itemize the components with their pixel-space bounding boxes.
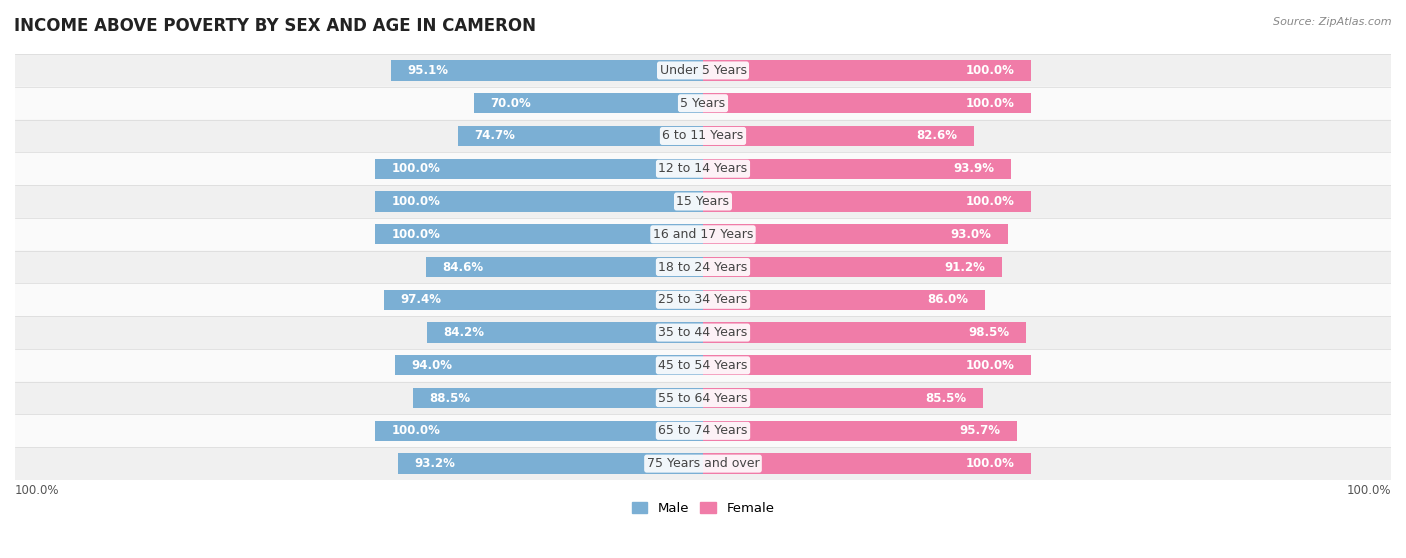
- Text: 100.0%: 100.0%: [15, 484, 59, 497]
- Bar: [474, 93, 703, 113]
- FancyBboxPatch shape: [15, 316, 1391, 349]
- Bar: [703, 224, 1008, 244]
- Bar: [703, 93, 1031, 113]
- Text: 100.0%: 100.0%: [966, 97, 1014, 110]
- Text: 18 to 24 Years: 18 to 24 Years: [658, 261, 748, 273]
- Text: 100.0%: 100.0%: [966, 457, 1014, 470]
- Bar: [413, 388, 703, 408]
- Bar: [703, 454, 1031, 474]
- Text: 93.0%: 93.0%: [950, 228, 991, 240]
- Bar: [427, 323, 703, 343]
- Bar: [375, 421, 703, 441]
- Text: 100.0%: 100.0%: [966, 64, 1014, 77]
- FancyBboxPatch shape: [15, 152, 1391, 185]
- Bar: [703, 158, 1011, 179]
- Text: 91.2%: 91.2%: [945, 261, 986, 273]
- Text: 85.5%: 85.5%: [925, 392, 967, 405]
- Text: INCOME ABOVE POVERTY BY SEX AND AGE IN CAMERON: INCOME ABOVE POVERTY BY SEX AND AGE IN C…: [14, 17, 536, 35]
- Text: 65 to 74 Years: 65 to 74 Years: [658, 425, 748, 437]
- Legend: Male, Female: Male, Female: [626, 497, 780, 520]
- FancyBboxPatch shape: [15, 54, 1391, 87]
- Text: 35 to 44 Years: 35 to 44 Years: [658, 326, 748, 339]
- Bar: [703, 191, 1031, 211]
- FancyBboxPatch shape: [15, 251, 1391, 283]
- Bar: [391, 60, 703, 80]
- Text: 55 to 64 Years: 55 to 64 Years: [658, 392, 748, 405]
- Text: 100.0%: 100.0%: [392, 195, 440, 208]
- Text: 84.6%: 84.6%: [443, 261, 484, 273]
- Text: 88.5%: 88.5%: [429, 392, 471, 405]
- Text: Source: ZipAtlas.com: Source: ZipAtlas.com: [1274, 17, 1392, 27]
- Bar: [458, 126, 703, 146]
- Text: 94.0%: 94.0%: [412, 359, 453, 372]
- Text: 100.0%: 100.0%: [392, 425, 440, 437]
- Text: 95.7%: 95.7%: [959, 425, 1000, 437]
- Text: 70.0%: 70.0%: [491, 97, 531, 110]
- Text: 25 to 34 Years: 25 to 34 Years: [658, 294, 748, 306]
- Text: 15 Years: 15 Years: [676, 195, 730, 208]
- Text: 82.6%: 82.6%: [917, 129, 957, 142]
- FancyBboxPatch shape: [15, 349, 1391, 382]
- Text: 100.0%: 100.0%: [966, 195, 1014, 208]
- Text: 95.1%: 95.1%: [408, 64, 449, 77]
- Text: 74.7%: 74.7%: [475, 129, 516, 142]
- FancyBboxPatch shape: [15, 119, 1391, 152]
- Text: 93.9%: 93.9%: [953, 162, 994, 175]
- Bar: [703, 323, 1026, 343]
- Text: 100.0%: 100.0%: [966, 359, 1014, 372]
- Text: 12 to 14 Years: 12 to 14 Years: [658, 162, 748, 175]
- Bar: [426, 257, 703, 277]
- Bar: [703, 355, 1031, 376]
- FancyBboxPatch shape: [15, 448, 1391, 480]
- Text: 93.2%: 93.2%: [413, 457, 456, 470]
- Text: 75 Years and over: 75 Years and over: [647, 457, 759, 470]
- Text: 16 and 17 Years: 16 and 17 Years: [652, 228, 754, 240]
- Bar: [703, 126, 973, 146]
- Text: 86.0%: 86.0%: [928, 294, 969, 306]
- Bar: [703, 388, 983, 408]
- Text: 97.4%: 97.4%: [401, 294, 441, 306]
- Bar: [398, 454, 703, 474]
- Text: Under 5 Years: Under 5 Years: [659, 64, 747, 77]
- Bar: [384, 290, 703, 310]
- FancyBboxPatch shape: [15, 87, 1391, 119]
- Text: 6 to 11 Years: 6 to 11 Years: [662, 129, 744, 142]
- Bar: [375, 191, 703, 211]
- Text: 100.0%: 100.0%: [392, 228, 440, 240]
- FancyBboxPatch shape: [15, 185, 1391, 218]
- Text: 100.0%: 100.0%: [392, 162, 440, 175]
- Text: 45 to 54 Years: 45 to 54 Years: [658, 359, 748, 372]
- Bar: [703, 290, 984, 310]
- Bar: [703, 421, 1017, 441]
- FancyBboxPatch shape: [15, 283, 1391, 316]
- FancyBboxPatch shape: [15, 382, 1391, 415]
- Bar: [703, 257, 1002, 277]
- FancyBboxPatch shape: [15, 415, 1391, 448]
- Text: 98.5%: 98.5%: [969, 326, 1010, 339]
- FancyBboxPatch shape: [15, 218, 1391, 251]
- Text: 84.2%: 84.2%: [443, 326, 485, 339]
- Text: 5 Years: 5 Years: [681, 97, 725, 110]
- Text: 100.0%: 100.0%: [1347, 484, 1391, 497]
- Bar: [703, 60, 1031, 80]
- Bar: [395, 355, 703, 376]
- Bar: [375, 158, 703, 179]
- Bar: [375, 224, 703, 244]
